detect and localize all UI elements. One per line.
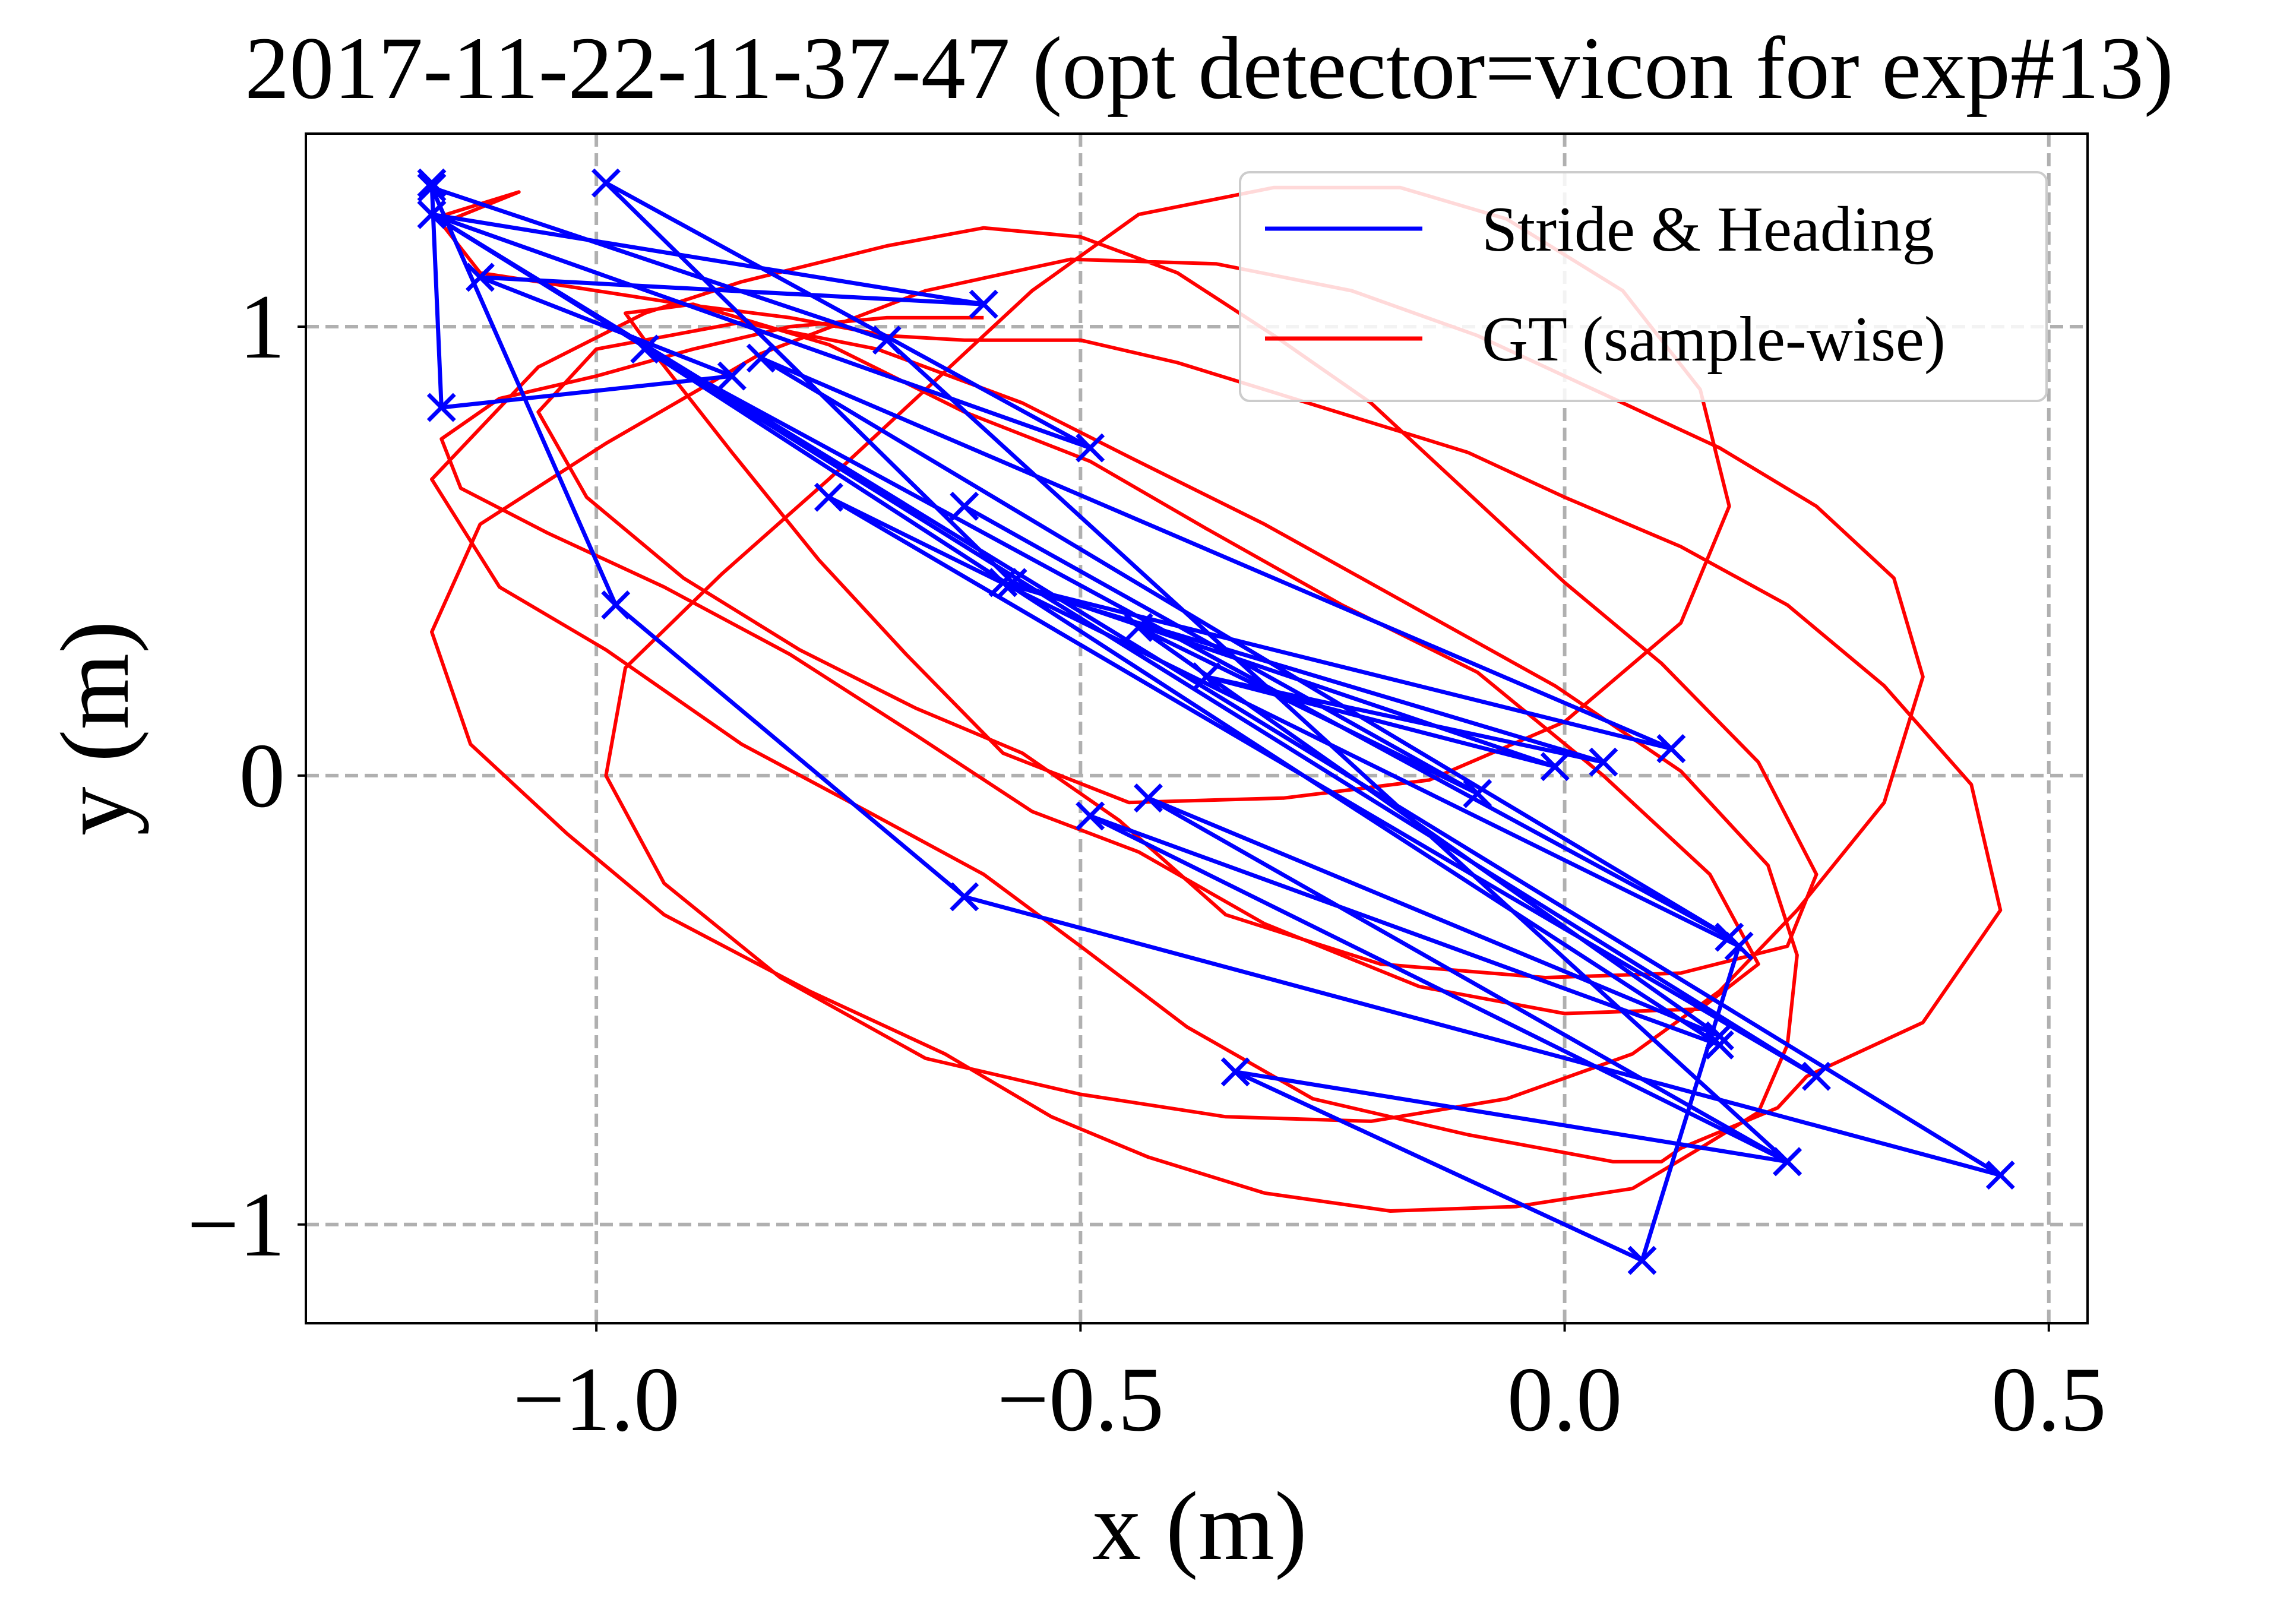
stride-marker [1704,1021,1734,1051]
x-axis-label: x (m) [1092,1472,1307,1580]
series-layer [417,168,2015,1275]
x-tick-label: 0.0 [1507,1348,1623,1450]
stride-marker [1124,612,1153,642]
stride-marker [1134,783,1163,813]
legend-label-gt: GT (sample-wise) [1482,304,1946,375]
legend-box [1239,171,2048,402]
stride-marker [746,343,776,373]
stride-marker [1540,752,1570,782]
stride-marker [1704,1030,1734,1060]
y-tick-label: 0 [239,725,286,827]
stride-marker [1220,1057,1250,1087]
stride-marker [717,361,747,391]
legend-label-stride-heading: Stride & Heading [1482,194,1934,265]
y-tick-label: 1 [239,276,286,378]
stride-marker [969,289,998,319]
stride-marker [1589,747,1618,777]
stride-marker [1773,1147,1802,1177]
stride-marker [417,173,447,203]
stride-marker [814,482,843,512]
stride-marker [988,568,1018,597]
stride-marker [1724,931,1754,961]
stride-marker [1802,1061,1831,1091]
series-line-gt [430,185,2003,1213]
y-tick-label: −1 [187,1174,285,1276]
stride-marker [950,882,979,912]
x-tick-label: −0.5 [997,1348,1164,1450]
stride-marker [998,568,1027,597]
chart-title: 2017-11-22-11-37-47 (opt detector=vicon … [245,19,2174,118]
stride-marker [1656,734,1686,763]
x-tick-label: 0.5 [1991,1348,2107,1450]
stride-marker [1463,779,1492,808]
plot-frame [305,132,2089,1324]
stride-marker [872,325,902,355]
stride-marker [1627,1245,1657,1275]
y-axis-label: y (m) [40,621,149,836]
x-tick-label: −1.0 [513,1348,680,1450]
stride-marker [1076,801,1105,831]
stride-marker [1191,662,1221,692]
ticks: −1.0 −0.5 0.0 0.5 −1 0 1 [187,276,2107,1450]
stride-marker [1985,1161,2015,1190]
legend: Stride & Heading GT (sample-wise) [1239,171,2048,402]
stride-marker [417,200,447,229]
stride-marker [601,590,631,620]
stride-marker [950,491,979,521]
stride-marker [630,334,660,364]
stride-marker [466,263,495,292]
stride-marker [426,393,456,422]
stride-marker [417,168,447,198]
stride-marker [591,168,621,198]
stride-marker [1076,433,1105,463]
